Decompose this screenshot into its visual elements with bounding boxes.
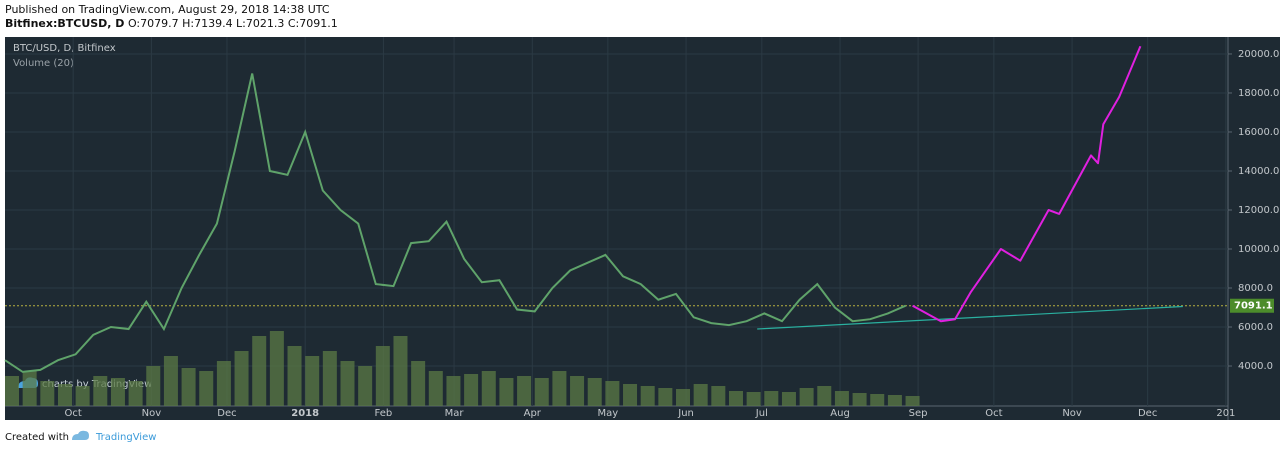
volume-bar bbox=[481, 371, 496, 406]
volume-bar bbox=[22, 371, 37, 406]
x-tick-label: 201 bbox=[1216, 408, 1235, 419]
x-tick-label: Aug bbox=[830, 408, 850, 419]
volume-bar bbox=[534, 378, 549, 406]
volume-label: Volume (20) bbox=[13, 58, 74, 69]
volume-bar bbox=[464, 374, 479, 406]
volume-bar bbox=[5, 376, 19, 406]
volume-bar bbox=[181, 368, 196, 406]
volume-bar bbox=[199, 371, 214, 406]
volume-bar bbox=[799, 388, 814, 406]
volume-bar bbox=[552, 371, 567, 406]
volume-bar bbox=[623, 384, 638, 406]
volume-bar bbox=[905, 396, 920, 406]
volume-bar bbox=[234, 351, 249, 406]
x-tick-label: Dec bbox=[217, 408, 236, 419]
last-price-label: 7091.1 bbox=[1234, 301, 1273, 312]
plot-background bbox=[5, 37, 1228, 406]
volume-bar bbox=[852, 393, 867, 406]
volume-bar bbox=[428, 371, 443, 406]
volume-bar bbox=[570, 376, 585, 406]
y-tick-label: 20000.0 bbox=[1238, 49, 1279, 60]
volume-bar bbox=[605, 381, 620, 406]
x-tick-label: Jun bbox=[677, 408, 694, 419]
volume-bar bbox=[658, 388, 673, 406]
volume-bar bbox=[322, 351, 337, 406]
volume-bar bbox=[269, 331, 284, 406]
footer-brand: TradingView bbox=[95, 432, 156, 443]
volume-bar bbox=[40, 381, 55, 406]
y-tick-label: 10000.0 bbox=[1238, 244, 1279, 255]
x-tick-label: Nov bbox=[142, 408, 162, 419]
volume-bar bbox=[746, 392, 761, 406]
x-tick-label: Nov bbox=[1062, 408, 1082, 419]
volume-bar bbox=[817, 386, 832, 406]
x-tick-label: Oct bbox=[65, 408, 82, 419]
volume-bar bbox=[834, 391, 849, 406]
x-tick-label: Mar bbox=[445, 408, 465, 419]
volume-bar bbox=[587, 378, 602, 406]
volume-bar bbox=[75, 386, 90, 406]
volume-bar bbox=[57, 384, 72, 406]
y-tick-label: 4000.0 bbox=[1238, 361, 1273, 372]
legend: BTC/USD, D, Bitfinex bbox=[13, 43, 116, 54]
x-tick-label: Oct bbox=[985, 408, 1002, 419]
volume-bar bbox=[287, 346, 302, 406]
x-tick-label: Jul bbox=[755, 408, 768, 419]
ohlc: O:7079.7 H:7139.4 L:7021.3 C:7091.1 bbox=[127, 17, 338, 30]
y-tick-label: 12000.0 bbox=[1238, 205, 1279, 216]
volume-bar bbox=[340, 361, 355, 406]
x-tick-label: Sep bbox=[909, 408, 928, 419]
volume-bar bbox=[781, 392, 796, 406]
volume-bar bbox=[870, 394, 885, 406]
volume-bar bbox=[375, 346, 390, 406]
x-tick-label: Dec bbox=[1138, 408, 1157, 419]
volume-bar bbox=[728, 391, 743, 406]
volume-bar bbox=[128, 381, 143, 406]
volume-bar bbox=[446, 376, 461, 406]
x-tick-label: May bbox=[598, 408, 619, 419]
volume-bar bbox=[93, 376, 108, 406]
volume-bar bbox=[693, 384, 708, 406]
volume-bar bbox=[146, 366, 161, 406]
volume-bar bbox=[411, 361, 426, 406]
y-tick-label: 16000.0 bbox=[1238, 127, 1279, 138]
volume-bar bbox=[887, 395, 902, 406]
symbol: Bitfinex:BTCUSD, D bbox=[5, 17, 125, 30]
symbol-line: Bitfinex:BTCUSD, D O:7079.7 H:7139.4 L:7… bbox=[5, 17, 338, 30]
x-tick-label: Apr bbox=[524, 408, 542, 419]
volume-bar bbox=[499, 378, 514, 406]
volume-bar bbox=[676, 389, 691, 406]
projection-line bbox=[912, 45, 1142, 323]
volume-bar bbox=[640, 386, 655, 406]
published-line: Published on TradingView.com, August 29,… bbox=[5, 3, 330, 16]
price-axis-background bbox=[1228, 37, 1280, 420]
volume-bar bbox=[711, 386, 726, 406]
price-line bbox=[4, 73, 906, 373]
x-tick-label: Feb bbox=[375, 408, 393, 419]
x-tick-label: 2018 bbox=[291, 408, 319, 419]
volume-bar bbox=[216, 361, 231, 406]
volume-bar bbox=[252, 336, 267, 406]
y-tick-label: 6000.0 bbox=[1238, 322, 1273, 333]
trendline bbox=[757, 305, 1183, 330]
y-tick-label: 8000.0 bbox=[1238, 283, 1273, 294]
volume-bar bbox=[358, 366, 373, 406]
time-axis-background bbox=[5, 406, 1228, 420]
volume-bar bbox=[305, 356, 320, 406]
volume-bar bbox=[764, 391, 779, 406]
volume-bar bbox=[110, 378, 125, 406]
footer-icon bbox=[72, 430, 89, 440]
volume-bar bbox=[517, 376, 532, 406]
volume-bar bbox=[393, 336, 408, 406]
y-tick-label: 18000.0 bbox=[1238, 88, 1279, 99]
footer-created: Created with bbox=[5, 432, 69, 443]
volume-bar bbox=[163, 356, 178, 406]
y-tick-label: 14000.0 bbox=[1238, 166, 1279, 177]
last-price-box bbox=[1230, 298, 1274, 313]
